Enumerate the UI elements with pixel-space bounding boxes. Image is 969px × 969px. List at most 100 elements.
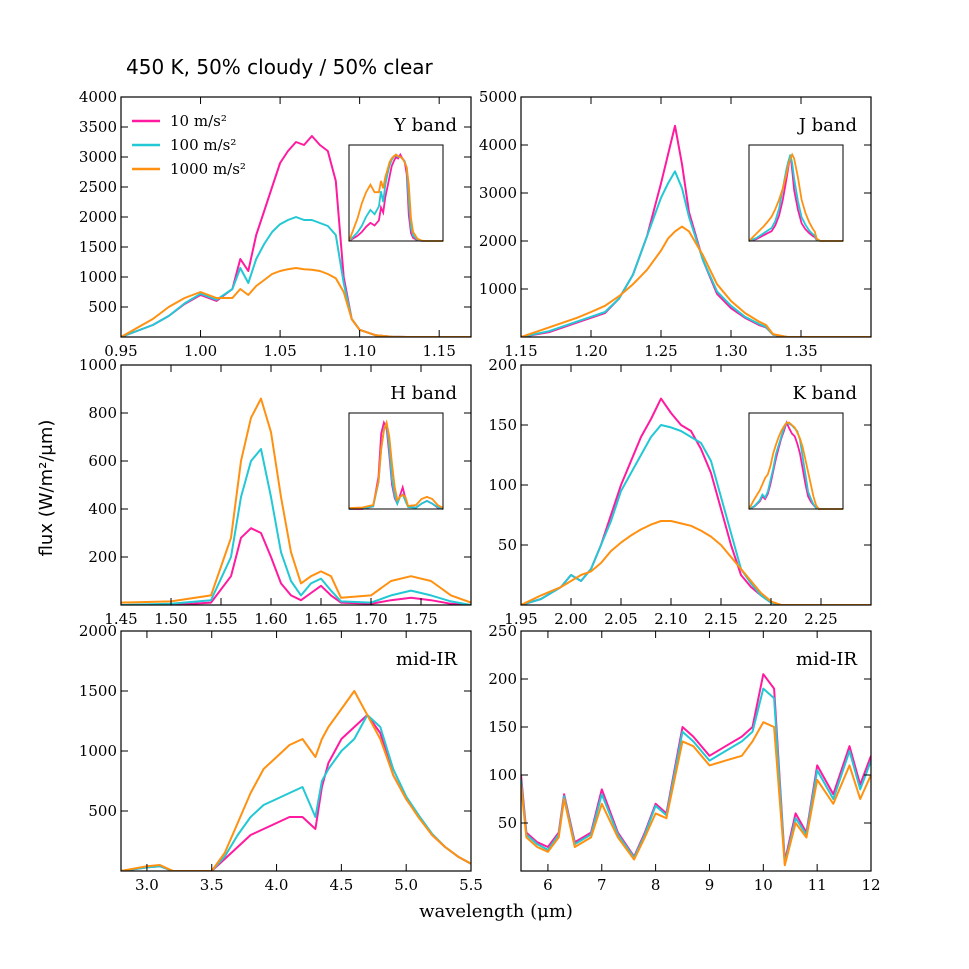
x-tick-label: 2.20 [754,610,787,628]
inset-frame [348,144,444,242]
y-tick-label: 200 [88,548,117,566]
x-tick-label: 1.35 [784,342,817,360]
legend: 10 m/s² 100 m/s² 1000 m/s² [132,112,246,178]
series-line-3 [121,397,471,604]
inset-frame [348,412,444,510]
x-tick-label: 1.05 [263,342,296,360]
series-line-1 [121,527,471,605]
series-line-2 [121,216,471,337]
panel-2: 1.15 1.20 1.25 1.30 1.35 1000 2000 3000 4000 5000… [479,88,872,360]
series-line-3 [521,721,871,867]
legend-label: 100 m/s² [170,136,236,154]
y-tick-label: 1000 [79,742,117,760]
y-tick-label: 1000 [79,356,117,374]
inset-line-1 [348,152,443,242]
panel-label: H band [390,383,457,404]
series-line-2 [521,170,871,337]
x-tick-label: 10 [754,876,773,894]
series-line-1 [521,673,871,863]
y-tick-label: 100 [488,476,517,494]
x-tick-label: 2.15 [704,610,737,628]
y-tick-label: 500 [88,802,117,820]
y-tick-label: 50 [498,536,517,554]
x-tick-label: 1.15 [422,342,455,360]
x-tick-label: 1.30 [714,342,747,360]
series-line-1 [521,397,871,605]
x-tick-label: 6 [543,876,553,894]
x-tick-label: 2.00 [554,610,587,628]
x-tick-label: 1.20 [574,342,607,360]
y-tick-label: 800 [88,404,117,422]
panel-6: 6 7 8 9 10 11 12 50 100 150 200 250 mid-IR [488,622,880,894]
y-tick-label: 400 [88,500,117,518]
x-tick-label: 5.5 [459,876,483,894]
y-tick-label: 3000 [79,148,117,166]
panel-label: Y band [393,115,457,136]
x-tick-label: 1.25 [644,342,677,360]
x-tick-label: 4.0 [265,876,289,894]
x-tick-label: 1.60 [254,610,287,628]
inset-line-3 [748,152,843,242]
x-tick-label: 5.0 [394,876,418,894]
y-tick-label: 250 [488,622,517,640]
y-tick-label: 1500 [79,238,117,256]
series-line-1 [521,124,871,337]
y-tick-label: 500 [88,298,117,316]
panel-label: mid-IR [396,649,458,670]
inset-line-3 [748,421,843,510]
inset-line-2 [748,421,843,510]
inset-line-3 [348,419,444,509]
y-tick-label: 4000 [79,88,117,106]
y-tick-label: 4000 [479,136,517,154]
x-tick-label: 2.10 [654,610,687,628]
x-tick-label: 11 [808,876,827,894]
series-line-1 [121,714,471,871]
series-line-3 [121,690,471,871]
x-tick-label: 9 [705,876,715,894]
inset [348,144,444,242]
x-tick-label: 0.95 [104,342,137,360]
x-tick-label: 1.55 [204,610,237,628]
x-tick-label: 1.75 [404,610,437,628]
panel-frame [120,364,472,606]
y-tick-label: 1000 [79,268,117,286]
x-tick-label: 2.05 [604,610,637,628]
y-tick-label: 1500 [79,682,117,700]
x-tick-label: 1.45 [104,610,137,628]
inset [348,412,444,510]
x-tick-label: 1.70 [354,610,387,628]
x-tick-label: 1.95 [504,610,537,628]
panel-3: 1.45 1.50 1.55 1.60 1.65 1.70 1.75 200 400 600 800… [79,356,472,628]
y-tick-label: 100 [488,766,517,784]
inset-line-3 [348,153,443,242]
x-tick-label: 12 [861,876,880,894]
x-tick-label: 1.00 [184,342,217,360]
figure-title: 450 K, 50% cloudy / 50% clear [126,55,434,79]
panel-frame [520,96,872,338]
y-tick-label: 2500 [79,178,117,196]
x-tick-label: 3.0 [135,876,159,894]
series-line-2 [121,448,471,605]
panel-label: K band [792,383,857,404]
y-tick-label: 150 [488,416,517,434]
x-tick-label: 8 [651,876,661,894]
y-tick-label: 2000 [479,232,517,250]
y-tick-label: 200 [488,670,517,688]
x-axis-label: wavelength (μm) [419,901,573,922]
x-tick-label: 1.15 [504,342,537,360]
y-tick-label: 2000 [79,208,117,226]
panel-label: J band [797,115,857,136]
series-line-2 [521,424,871,605]
inset [748,412,844,510]
y-tick-label: 50 [498,814,517,832]
legend-label: 1000 m/s² [170,160,246,178]
series-line-3 [521,225,871,337]
x-tick-label: 1.50 [154,610,187,628]
panel-label: mid-IR [796,649,858,670]
x-tick-label: 1.65 [304,610,337,628]
panel-5: 3.0 3.5 4.0 4.5 5.0 5.5 500 1000 1500 2000 mid-IR [79,622,483,894]
legend-label: 10 m/s² [170,112,227,130]
x-tick-label: 4.5 [329,876,353,894]
x-tick-label: 2.25 [804,610,837,628]
